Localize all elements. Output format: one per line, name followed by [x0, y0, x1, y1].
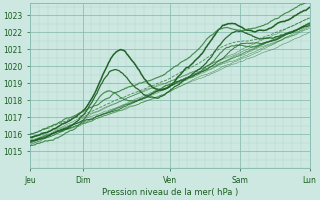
X-axis label: Pression niveau de la mer( hPa ): Pression niveau de la mer( hPa ) — [102, 188, 238, 197]
